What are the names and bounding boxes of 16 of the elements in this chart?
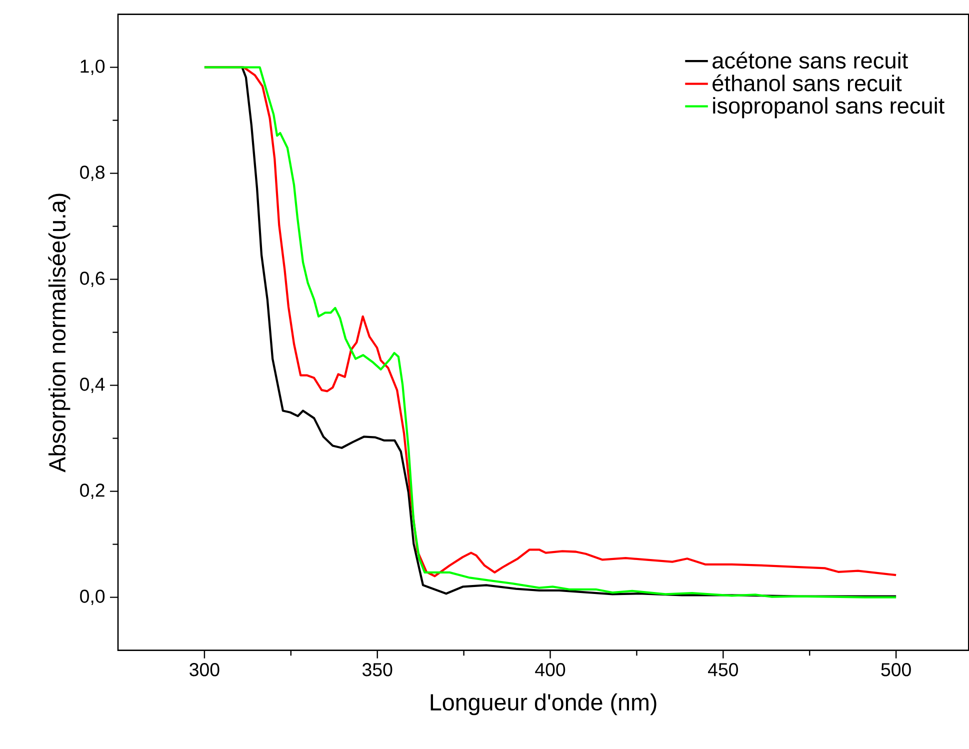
y-tick-label: 0,8 [80,166,104,182]
y-tick-label: 0,6 [80,272,104,288]
y-tick-label: 0,2 [80,484,104,500]
y-tick-label: 0,4 [80,378,105,394]
x-tick-label: 500 [881,663,911,676]
x-tick-label: 300 [190,663,220,676]
x-axis-title: Longueur d'onde (nm) [430,693,656,716]
y-axis-title: Absorption normalisée(u.a) [48,194,70,472]
x-tick-label: 400 [535,663,566,676]
legend-label: éthanol sans recuit [712,74,902,92]
x-tick-label: 450 [708,663,738,676]
x-tick-label: 350 [362,663,392,676]
legend-label: acétone sans recuit [712,52,908,69]
legend-label: isopropanol sans recuit [713,97,944,118]
y-tick-label: 0,0 [80,590,105,606]
y-tick-label: 1,0 [80,60,105,76]
